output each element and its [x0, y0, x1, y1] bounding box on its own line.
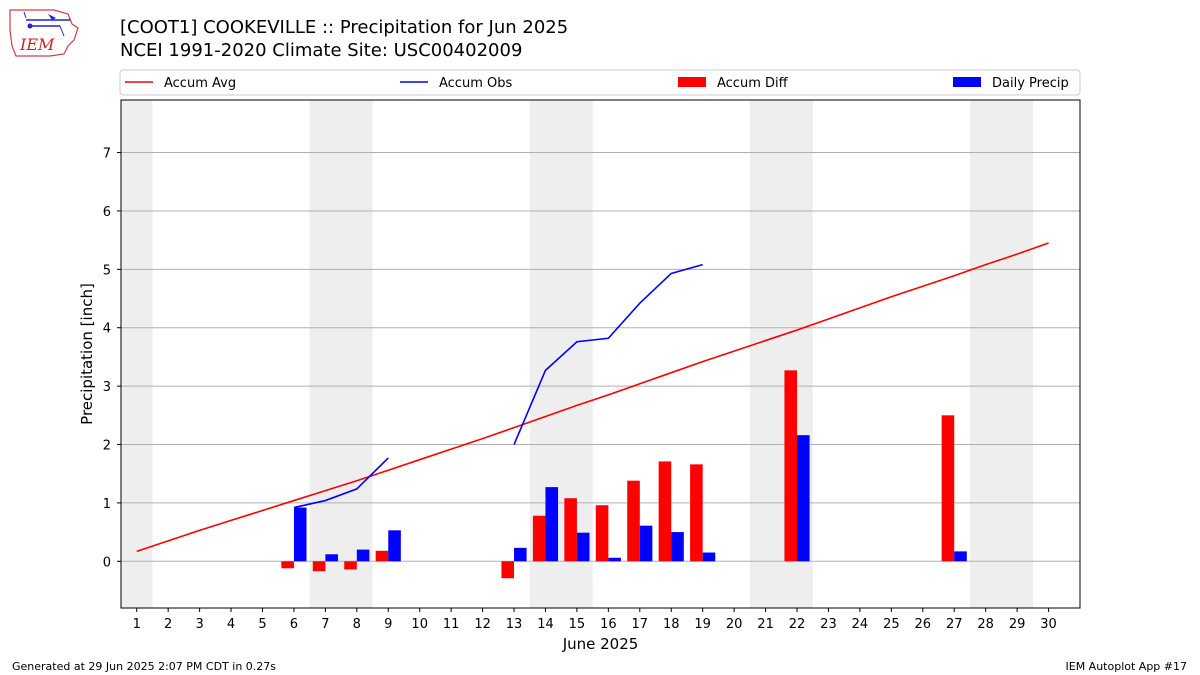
x-tick-label: 15 [569, 617, 586, 632]
y-tick-label: 4 [103, 322, 111, 337]
legend-swatch-bar [678, 77, 706, 87]
x-tick-label: 16 [600, 617, 617, 632]
weekend-band [969, 100, 1033, 608]
x-tick-label: 6 [290, 617, 298, 632]
accum-diff-bar [281, 561, 294, 569]
x-tick-label: 13 [506, 617, 523, 632]
x-tick-label: 12 [474, 617, 491, 632]
chart-title: [COOT1] COOKEVILLE :: Precipitation for … [120, 17, 569, 38]
weekend-band [309, 100, 373, 608]
daily-precip-bar [608, 557, 621, 562]
accum-diff-bar [344, 561, 357, 570]
legend-label: Accum Avg [164, 76, 236, 91]
y-tick-label: 2 [103, 439, 111, 454]
accum-diff-bar [941, 415, 955, 562]
daily-precip-bar [639, 525, 653, 562]
x-tick-label: 18 [663, 617, 680, 632]
y-tick-label: 3 [103, 380, 111, 395]
accum-diff-bar [564, 498, 577, 562]
app-credit: IEM Autoplot App #17 [1065, 660, 1188, 673]
x-axis-label: June 2025 [562, 635, 639, 653]
legend-box [119, 69, 1081, 96]
y-axis-label: Precipitation [inch] [78, 283, 96, 425]
x-tick-label: 3 [195, 617, 203, 632]
weekend-band [121, 100, 153, 608]
y-tick-label: 7 [103, 147, 111, 162]
x-tick-label: 11 [443, 617, 460, 632]
accum-diff-bar [784, 370, 798, 562]
accum-diff-bar [690, 464, 703, 562]
x-tick-label: 14 [537, 617, 554, 632]
svg-text:IEM: IEM [19, 35, 55, 54]
legend-swatch-bar [953, 77, 981, 87]
daily-precip-bar [671, 532, 684, 562]
daily-precip-bar [325, 554, 338, 562]
accum-avg-line [136, 242, 1049, 553]
daily-precip-bar [545, 487, 559, 562]
x-tick-label: 28 [977, 617, 994, 632]
y-tick-label: 6 [103, 205, 111, 220]
x-tick-label: 24 [852, 617, 869, 632]
daily-precip-bar [954, 551, 967, 562]
daily-precip-bar [293, 507, 307, 562]
accum-diff-bar [312, 561, 326, 572]
legend-label: Daily Precip [992, 76, 1069, 91]
x-tick-label: 19 [694, 617, 711, 632]
x-tick-label: 2 [164, 617, 172, 632]
x-tick-label: 25 [883, 617, 900, 632]
x-tick-label: 5 [258, 617, 266, 632]
x-tick-label: 8 [353, 617, 361, 632]
legend-label: Accum Obs [439, 76, 512, 91]
x-tick-label: 23 [820, 617, 837, 632]
x-tick-label: 20 [726, 617, 743, 632]
x-tick-label: 30 [1040, 617, 1057, 632]
accum-diff-bar [532, 515, 546, 562]
daily-precip-bar [388, 530, 401, 562]
generated-timestamp: Generated at 29 Jun 2025 2:07 PM CDT in … [12, 660, 277, 673]
chart-subtitle: NCEI 1991-2020 Climate Site: USC00402009 [120, 40, 523, 61]
x-tick-label: 17 [632, 617, 649, 632]
x-tick-label: 27 [946, 617, 963, 632]
accum-diff-bar [595, 505, 609, 562]
daily-precip-bar [514, 547, 527, 562]
x-tick-label: 22 [789, 617, 806, 632]
accum-diff-bar [375, 550, 389, 562]
x-tick-label: 7 [321, 617, 329, 632]
plot-frame [120, 99, 1081, 609]
y-tick-label: 0 [103, 555, 111, 570]
x-tick-label: 10 [411, 617, 428, 632]
accum-obs-line [513, 263, 703, 445]
daily-precip-bar [797, 435, 810, 562]
x-tick-label: 1 [133, 617, 141, 632]
iem-logo-icon: IEM [9, 9, 79, 57]
accum-diff-bar [501, 561, 515, 579]
x-tick-label: 26 [915, 617, 932, 632]
y-tick-label: 1 [103, 497, 111, 512]
x-tick-label: 29 [1009, 617, 1026, 632]
daily-precip-bar [576, 532, 590, 562]
daily-precip-bar [356, 549, 370, 562]
legend-label: Accum Diff [717, 76, 789, 91]
daily-precip-bar [702, 552, 716, 562]
x-tick-label: 4 [227, 617, 235, 632]
accum-diff-bar [658, 461, 672, 562]
x-tick-label: 9 [384, 617, 392, 632]
y-tick-label: 5 [103, 263, 111, 278]
accum-diff-bar [627, 480, 640, 562]
x-tick-label: 21 [757, 617, 774, 632]
accum-obs-line [293, 457, 389, 509]
